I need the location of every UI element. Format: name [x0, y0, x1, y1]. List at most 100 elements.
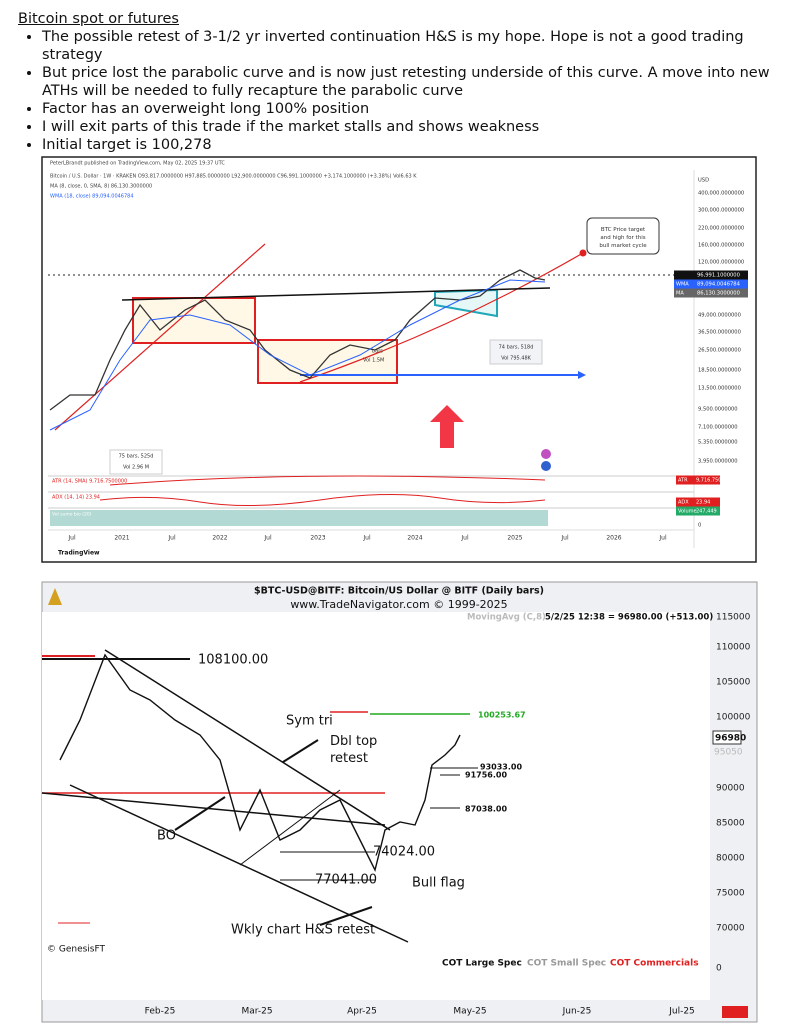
time-label: Feb-25 — [145, 1007, 176, 1017]
last-price: 96980 — [715, 734, 746, 744]
tag-label: WMA — [676, 282, 689, 288]
label: 100253.67 — [478, 711, 526, 720]
chart-header: Bitcoin / U.S. Dollar · 1W · KRAKEN O93,… — [50, 174, 417, 180]
red-box — [132, 297, 256, 344]
last-price-box — [712, 730, 742, 745]
price-label: 5,350.0000000 — [698, 440, 738, 446]
price-label: 100000 — [716, 713, 751, 723]
time-label: Jul — [362, 535, 371, 542]
price-label: USD — [698, 178, 709, 184]
bullet: Factor has an overweight long 100% posit… — [42, 100, 793, 118]
price-path — [49, 269, 546, 411]
label: Vol 1.5M — [363, 358, 384, 364]
price-label: 115000 — [716, 613, 751, 623]
wma-line — [49, 279, 546, 431]
time-label: 2025 — [507, 535, 522, 542]
quote: 5/2/25 12:38 = 96980.00 (+513.00) — [545, 613, 713, 623]
price-tag — [674, 270, 748, 280]
price-label: 160,000.0000000 — [698, 243, 744, 249]
callout-box — [586, 217, 660, 255]
label: 77041.00 — [315, 873, 377, 888]
bullet-list: The possible retest of 3-1/2 yr inverted… — [18, 28, 793, 154]
price-label: 13,500.0000000 — [698, 386, 741, 392]
sym-arrow — [282, 739, 319, 763]
bullet: Initial target is 100,278 — [42, 136, 793, 154]
scroll-arrow[interactable] — [722, 1006, 748, 1018]
chart-subtitle: www.TradeNavigator.com © 1999-2025 — [290, 598, 507, 611]
time-label: 2022 — [212, 535, 227, 542]
target-dot — [579, 249, 587, 257]
volume-bars — [50, 510, 548, 526]
indicator: ADX (14, 14) 23.94 — [52, 495, 100, 501]
bo-arrow — [174, 796, 226, 831]
price-label: 49,000.0000000 — [698, 313, 741, 319]
price-label: 9,500.0000000 — [698, 407, 738, 413]
price-tag — [674, 279, 748, 289]
time-label: Jul — [67, 535, 76, 542]
price-label: 105000 — [716, 678, 751, 688]
indicator: Vol sumo bio (20) — [52, 512, 92, 518]
tag-value: 86,130.3000000 — [697, 291, 740, 297]
price-label: 0 — [716, 964, 722, 974]
label: 108100.00 — [198, 653, 268, 668]
time-label: May-25 — [453, 1007, 486, 1017]
copyright: © GenesisFT — [47, 945, 106, 955]
time-label: Apr-25 — [347, 1007, 377, 1017]
label: bars — [372, 349, 383, 355]
price-label: 80000 — [716, 854, 745, 864]
label: Vol 2.96 M — [123, 465, 149, 471]
label: 74 bars, 518d — [499, 345, 534, 351]
price-label: 300,000.0000000 — [698, 208, 744, 214]
time-label: Jul — [560, 535, 569, 542]
price-path — [59, 653, 461, 873]
label: Bull flag — [412, 876, 465, 891]
label: 87038.00 — [465, 805, 507, 814]
label: Sym tri — [286, 714, 333, 729]
info-box — [109, 449, 163, 475]
time-label: Jul — [658, 535, 667, 542]
price-label: 7,100.0000000 — [698, 425, 738, 431]
indicator-tag — [676, 475, 720, 485]
chart-header: MA (8, close, 0, SMA, 8) 86,130.3000000 — [50, 184, 152, 190]
time-label: Jun-25 — [562, 1007, 592, 1017]
label: 74024.00 — [373, 845, 435, 860]
logo — [48, 588, 62, 605]
up-arrow — [430, 405, 464, 448]
plot-area — [42, 612, 710, 1000]
time-label: Jul — [167, 535, 176, 542]
time-label: 2026 — [606, 535, 621, 542]
post-text: Bitcoin spot or futures The possible ret… — [18, 10, 793, 154]
callout: BTC Price target and high for this bull ma… — [599, 227, 647, 249]
indicator-tag — [676, 497, 720, 507]
bullet: I will exit parts of this trade if the m… — [42, 118, 793, 136]
label: Volume — [678, 509, 697, 515]
price-label: 0 — [698, 523, 701, 529]
parabolic-curve — [299, 252, 584, 383]
indicator-tag — [676, 506, 720, 516]
tri-line — [239, 789, 341, 866]
indicator: ATR (14, SMA) 9,716.7500000 — [52, 479, 127, 485]
price-label: 120,000.0000000 — [698, 260, 744, 266]
price-label: 220,000.0000000 — [698, 226, 744, 232]
tag-value: 89,094.0046784 — [697, 282, 741, 288]
label: Vol 795.48K — [501, 356, 532, 362]
chart-header: WMA (18, close) 89,094.0046784 — [50, 194, 134, 200]
label: 93033.00 — [480, 763, 522, 772]
price-label: 110000 — [716, 643, 751, 653]
label: BO — [157, 829, 176, 844]
hs-arrow — [319, 906, 373, 926]
ma-price: 95050 — [714, 748, 743, 758]
cot-label: COT Small Spec — [527, 959, 606, 969]
tag-value: 96,991.1000000 — [697, 273, 740, 279]
price-label: 75000 — [716, 889, 745, 899]
heading: Bitcoin spot or futures — [18, 11, 179, 27]
tag-label: MA — [676, 291, 684, 297]
indicator: MovingAvg (C,8) — [467, 613, 546, 623]
price-label: 18,500.0000000 — [698, 368, 741, 374]
channel-bottom — [69, 784, 409, 943]
label: 9,716.7500000 — [696, 478, 734, 484]
price-label: 70000 — [716, 924, 745, 934]
label: 247,449 — [696, 509, 717, 515]
